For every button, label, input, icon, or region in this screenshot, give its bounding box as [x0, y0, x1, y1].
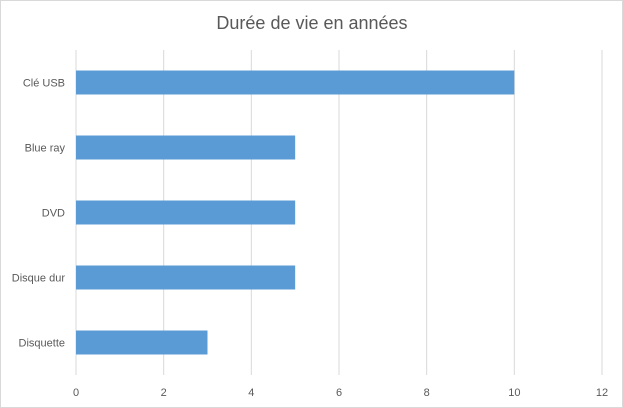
bar — [76, 135, 296, 160]
y-category-label: Disque dur — [12, 273, 66, 285]
y-category-label: Blue ray — [25, 143, 66, 155]
bar — [76, 330, 208, 355]
bar — [76, 70, 515, 95]
x-tick-label: 10 — [508, 387, 520, 399]
x-tick-label: 6 — [336, 387, 342, 399]
bar — [76, 200, 296, 225]
y-category-label: Disquette — [19, 338, 65, 350]
x-tick-label: 4 — [248, 387, 254, 399]
x-tick-label: 12 — [596, 387, 608, 399]
x-tick-label: 8 — [424, 387, 430, 399]
chart-title: Durée de vie en années — [216, 13, 407, 33]
x-tick-label: 2 — [161, 387, 167, 399]
y-category-label: DVD — [42, 208, 65, 220]
x-tick-label: 0 — [73, 387, 79, 399]
y-category-label: Clé USB — [23, 78, 65, 90]
bar — [76, 265, 296, 290]
